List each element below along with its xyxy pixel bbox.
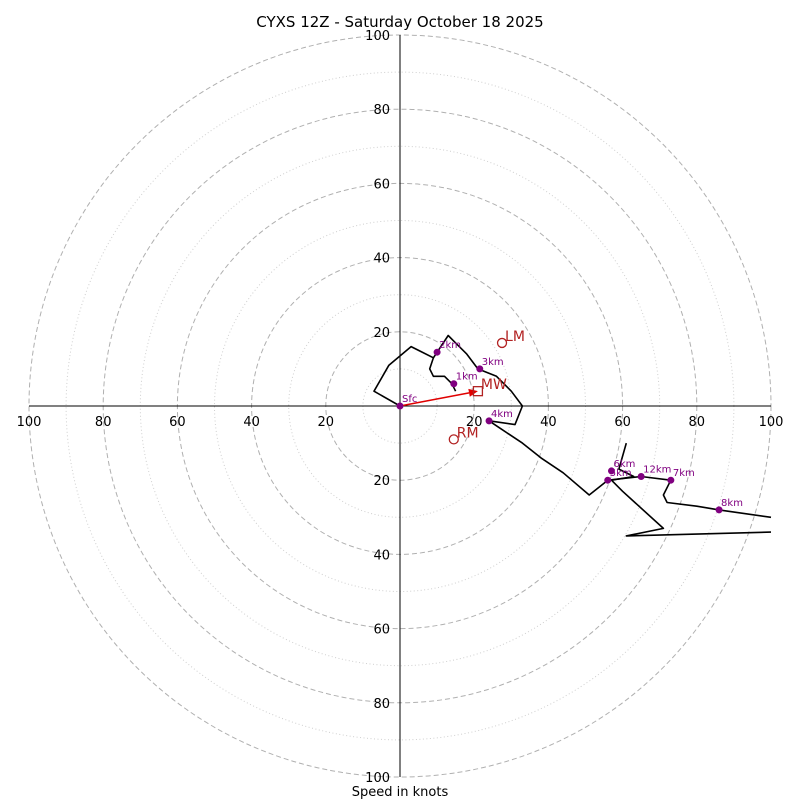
x-tick-label: 40 bbox=[540, 415, 557, 430]
height-label: 3km bbox=[482, 357, 504, 368]
mean-wind-arrow-line bbox=[399, 392, 470, 407]
y-tick-label: 60 bbox=[373, 623, 390, 638]
height-point bbox=[485, 417, 493, 425]
y-tick-label: 20 bbox=[373, 326, 390, 341]
height-point bbox=[396, 402, 404, 410]
storm-motion-marker bbox=[472, 386, 484, 397]
height-point bbox=[667, 476, 675, 484]
hodograph-upper-trace bbox=[610, 442, 772, 537]
height-point bbox=[476, 365, 484, 373]
storm-motion-label: MW bbox=[481, 377, 507, 393]
height-point bbox=[450, 380, 458, 388]
height-point bbox=[715, 506, 723, 514]
height-label: 12km bbox=[643, 464, 671, 475]
height-label: 7km bbox=[673, 468, 695, 479]
y-tick-label: 80 bbox=[373, 697, 390, 712]
y-tick-label: 100 bbox=[365, 771, 390, 786]
height-point bbox=[604, 476, 612, 484]
y-tick-label: 80 bbox=[373, 103, 390, 118]
hodograph-trace bbox=[373, 334, 772, 519]
x-tick-label: 20 bbox=[466, 415, 483, 430]
y-tick-label: 40 bbox=[373, 252, 390, 267]
x-tick-label: 60 bbox=[169, 415, 186, 430]
height-label: 5km bbox=[610, 468, 632, 479]
height-label: 8km bbox=[721, 498, 743, 509]
x-tick-label: 80 bbox=[689, 415, 706, 430]
storm-motion-markers: LM MW RM bbox=[448, 329, 525, 445]
x-tick-label: 40 bbox=[243, 415, 260, 430]
storm-motion-label: RM bbox=[457, 425, 479, 441]
x-tick-label: 100 bbox=[759, 415, 784, 430]
height-point bbox=[637, 472, 645, 480]
x-tick-label: 20 bbox=[318, 415, 335, 430]
storm-motion-marker bbox=[496, 337, 508, 349]
storm-motion-label: LM bbox=[505, 329, 525, 345]
storm-motion-marker bbox=[448, 434, 459, 445]
height-label: Sfc bbox=[402, 394, 417, 405]
height-label: 6km bbox=[613, 459, 635, 470]
tick-labels: 20 20 20 20 40 40 40 40 60 60 60 60 80 80 80 80 100 100 10… bbox=[17, 29, 784, 786]
y-tick-label: 60 bbox=[373, 177, 390, 192]
x-axis-label: Speed in knots bbox=[352, 785, 449, 800]
hodograph-lines bbox=[373, 334, 772, 537]
y-tick-label: 40 bbox=[373, 548, 390, 563]
height-point bbox=[607, 467, 615, 475]
y-tick-label: 100 bbox=[365, 29, 390, 44]
y-tick-label: 20 bbox=[373, 474, 390, 489]
height-label: 4km bbox=[491, 409, 513, 420]
height-label: 1km bbox=[456, 372, 478, 383]
x-tick-label: 80 bbox=[95, 415, 112, 430]
height-label: 2km bbox=[439, 340, 461, 351]
height-point bbox=[433, 348, 441, 356]
chart-title: CYXS 12Z - Saturday October 18 2025 bbox=[256, 13, 543, 31]
x-tick-label: 100 bbox=[17, 415, 42, 430]
x-tick-label: 60 bbox=[614, 415, 631, 430]
